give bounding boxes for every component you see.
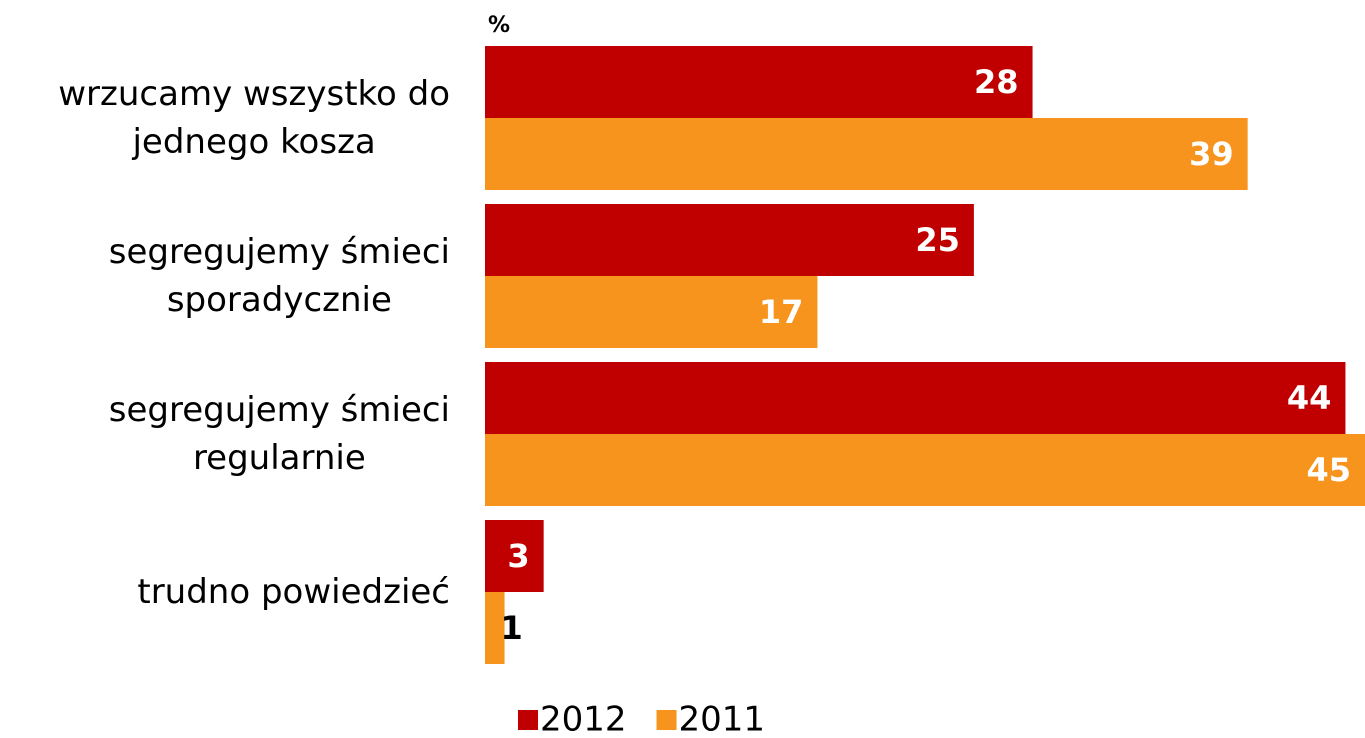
value-label: 39 [1189,135,1234,173]
bar [485,592,505,664]
category-label: segregujemy śmieci sporadycznie [109,228,450,324]
value-label: 44 [1287,379,1332,417]
bar [485,118,1248,190]
category-label: trudno powiedzieć [137,568,450,616]
bar [485,434,1365,506]
category-label: segregujemy śmieci regularnie [109,386,450,482]
legend-label: 2011 [679,700,766,738]
category-text: trudno powiedzieć [137,572,450,612]
bar [485,204,974,276]
legend-label: 2012 [540,700,627,738]
unit-label: % [488,13,510,38]
bar [485,520,544,592]
legend-swatch [518,710,538,730]
bar [485,276,818,348]
bar [485,362,1346,434]
category-label: wrzucamy wszystko do jednego kosza [58,70,450,166]
legend-swatch [656,710,677,730]
category-text: segregujemy śmieci sporadycznie [108,232,450,320]
value-label: 25 [915,221,960,259]
bar [485,46,1033,118]
value-label: 28 [974,63,1019,101]
category-text: wrzucamy wszystko do jednego kosza [58,74,450,162]
value-label: 45 [1306,451,1351,489]
value-label: 17 [759,293,804,331]
value-label: 3 [507,537,529,575]
category-text: segregujemy śmieci regularnie [108,390,450,478]
value-label: 1 [501,609,523,647]
